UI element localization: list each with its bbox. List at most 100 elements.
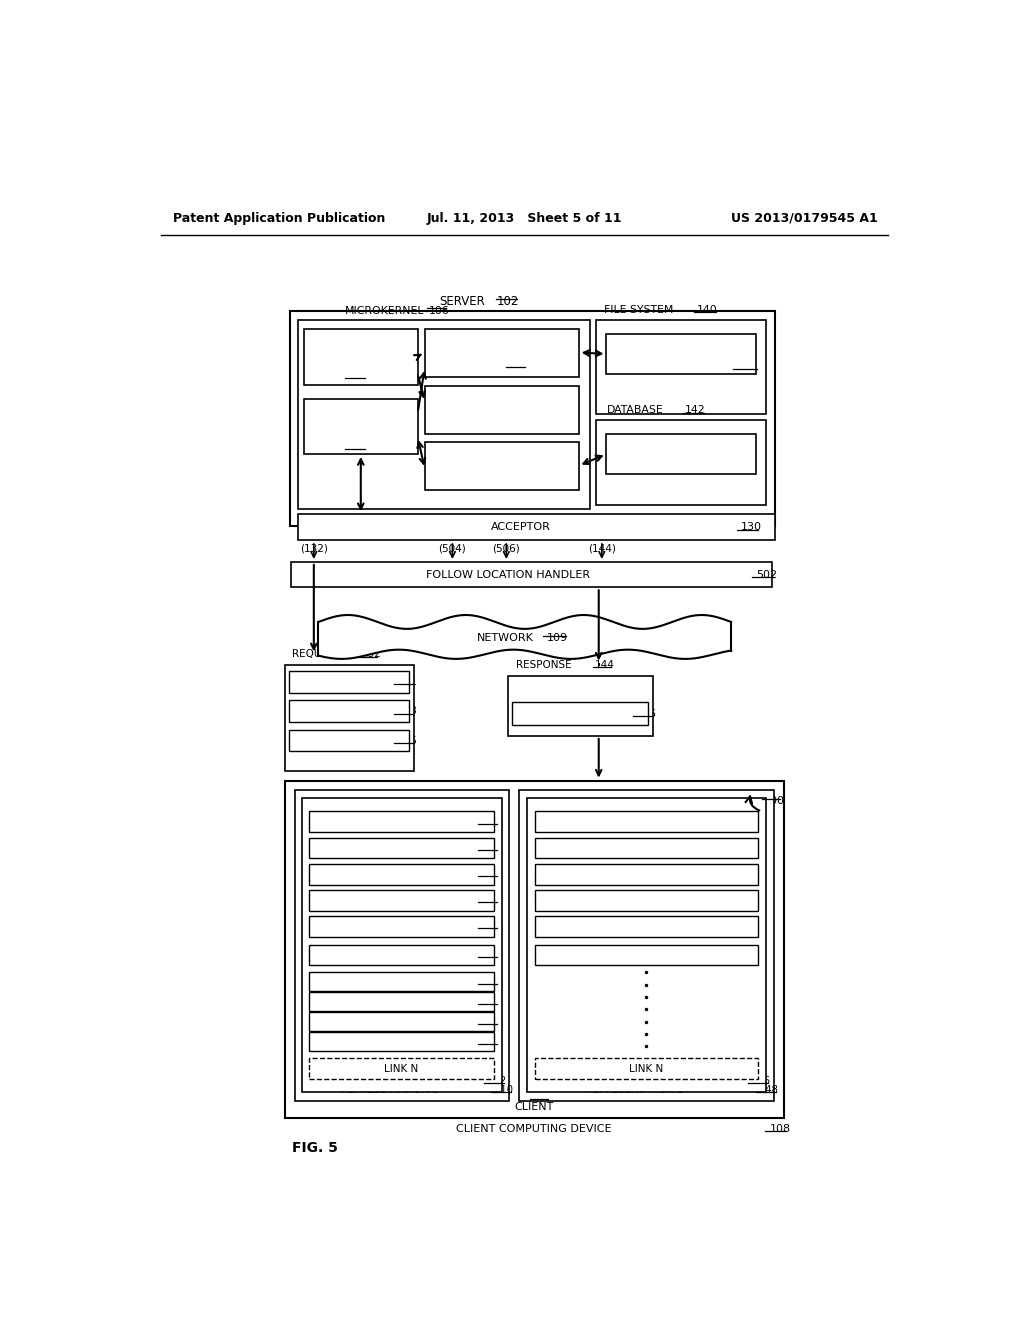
Bar: [309, 973, 494, 991]
Text: 134: 134: [345, 441, 365, 451]
Text: HREF: HREF: [377, 895, 404, 906]
Text: 114: 114: [482, 816, 503, 826]
Bar: [309, 1032, 494, 1051]
Bar: [527, 797, 766, 1092]
Bar: [535, 890, 758, 911]
Bar: [519, 789, 773, 1101]
Bar: [596, 420, 766, 506]
Text: 133: 133: [397, 706, 418, 717]
Bar: [309, 916, 494, 937]
Text: FILE SYSTEM: FILE SYSTEM: [604, 305, 674, 315]
Text: 106: 106: [429, 306, 450, 315]
Text: PROGRAM: PROGRAM: [335, 355, 387, 366]
Text: 135: 135: [397, 735, 418, 746]
Bar: [309, 863, 494, 884]
Bar: [289, 701, 410, 722]
FancyArrowPatch shape: [745, 796, 760, 810]
Text: RESOURCES: RESOURCES: [643, 346, 707, 356]
FancyBboxPatch shape: [309, 609, 740, 660]
Text: 112: 112: [487, 1076, 507, 1086]
Bar: [425, 387, 579, 434]
Text: LINK N: LINK N: [384, 1064, 419, 1073]
Bar: [309, 812, 494, 832]
Bar: [298, 321, 590, 508]
Text: REPRESENTATION 1: REPRESENTATION 1: [341, 1085, 438, 1096]
Text: MAX-AGE: MAX-AGE: [623, 921, 671, 931]
Text: LINK 1: LINK 1: [376, 949, 409, 960]
Text: CLIENT COMPUTING DEVICE: CLIENT COMPUTING DEVICE: [457, 1123, 611, 1134]
Text: TYPE: TYPE: [378, 842, 403, 853]
Text: OBJECT 2: OBJECT 2: [520, 709, 569, 718]
Bar: [289, 730, 410, 751]
Text: 146: 146: [752, 1076, 771, 1086]
Bar: [285, 665, 414, 771]
Text: RESOURCE SERVER: RESOURCE SERVER: [452, 343, 552, 352]
Text: THREAD: THREAD: [339, 426, 382, 436]
Text: 138: 138: [724, 362, 744, 371]
Text: 136: 136: [508, 360, 527, 370]
Bar: [535, 863, 758, 884]
Text: 109: 109: [547, 634, 567, 643]
Text: MAX-AGE: MAX-AGE: [367, 921, 415, 931]
Text: (504): (504): [438, 543, 466, 553]
Text: NETWORK: NETWORK: [477, 634, 534, 643]
Text: TYPE: TYPE: [378, 977, 403, 986]
Text: 120: 120: [482, 921, 502, 931]
Bar: [606, 434, 756, 474]
Text: OBJECT 2: OBJECT 2: [612, 1076, 658, 1086]
Text: 140: 140: [696, 305, 717, 315]
Bar: [309, 1012, 494, 1031]
Text: ACTION: ACTION: [293, 706, 332, 717]
Text: URI: URI: [382, 1016, 399, 1027]
Text: FIG. 5: FIG. 5: [292, 1140, 338, 1155]
Text: RESPONSE: RESPONSE: [515, 660, 571, 671]
Text: 148: 148: [760, 1085, 778, 1096]
Text: HANDLER: HANDLER: [336, 413, 386, 422]
Text: HTTP SERVER: HTTP SERVER: [326, 343, 396, 352]
Text: LINK 1: LINK 1: [630, 949, 663, 960]
Text: SELF: SELF: [634, 816, 658, 826]
Bar: [535, 1057, 758, 1080]
Text: RESOURCES: RESOURCES: [649, 449, 713, 459]
Text: FOLLOW LOCATION HANDLER: FOLLOW LOCATION HANDLER: [426, 570, 590, 579]
Text: LINK N: LINK N: [630, 1064, 664, 1073]
Text: 124: 124: [482, 977, 503, 986]
Text: 117: 117: [482, 869, 503, 879]
Text: URL: URL: [296, 677, 316, 686]
Text: 144: 144: [595, 660, 614, 671]
Bar: [425, 330, 579, 378]
Bar: [309, 993, 494, 1011]
Text: Jul. 11, 2013   Sheet 5 of 11: Jul. 11, 2013 Sheet 5 of 11: [427, 213, 623, 224]
Text: (506): (506): [493, 543, 520, 553]
Text: MICROKERNEL: MICROKERNEL: [345, 306, 424, 315]
Text: 110: 110: [495, 1085, 514, 1096]
Bar: [535, 916, 758, 937]
Text: 142: 142: [685, 405, 706, 416]
Bar: [301, 797, 502, 1092]
Bar: [535, 945, 758, 965]
Bar: [298, 515, 775, 540]
Text: 126: 126: [482, 997, 503, 1007]
Text: 100: 100: [764, 796, 784, 807]
Bar: [304, 330, 418, 385]
Text: 104: 104: [345, 371, 365, 380]
Bar: [290, 312, 775, 527]
Text: (132): (132): [300, 543, 328, 553]
Bar: [512, 702, 648, 725]
Bar: [309, 890, 494, 911]
Bar: [309, 945, 494, 965]
Text: 111: 111: [528, 1092, 548, 1101]
Text: REL: REL: [381, 997, 400, 1007]
Text: 102: 102: [497, 296, 519, 308]
Text: 122: 122: [482, 949, 503, 960]
Text: DATABASE: DATABASE: [606, 405, 664, 416]
Bar: [309, 1057, 494, 1080]
Text: SERVER: SERVER: [439, 296, 484, 308]
Text: USER: USER: [292, 735, 319, 746]
Text: 108: 108: [770, 1123, 791, 1134]
Bar: [295, 789, 509, 1101]
Text: 502: 502: [757, 570, 777, 579]
Text: URI: URI: [638, 895, 655, 906]
Bar: [291, 562, 772, 587]
Text: CLIENT: CLIENT: [514, 1102, 554, 1111]
